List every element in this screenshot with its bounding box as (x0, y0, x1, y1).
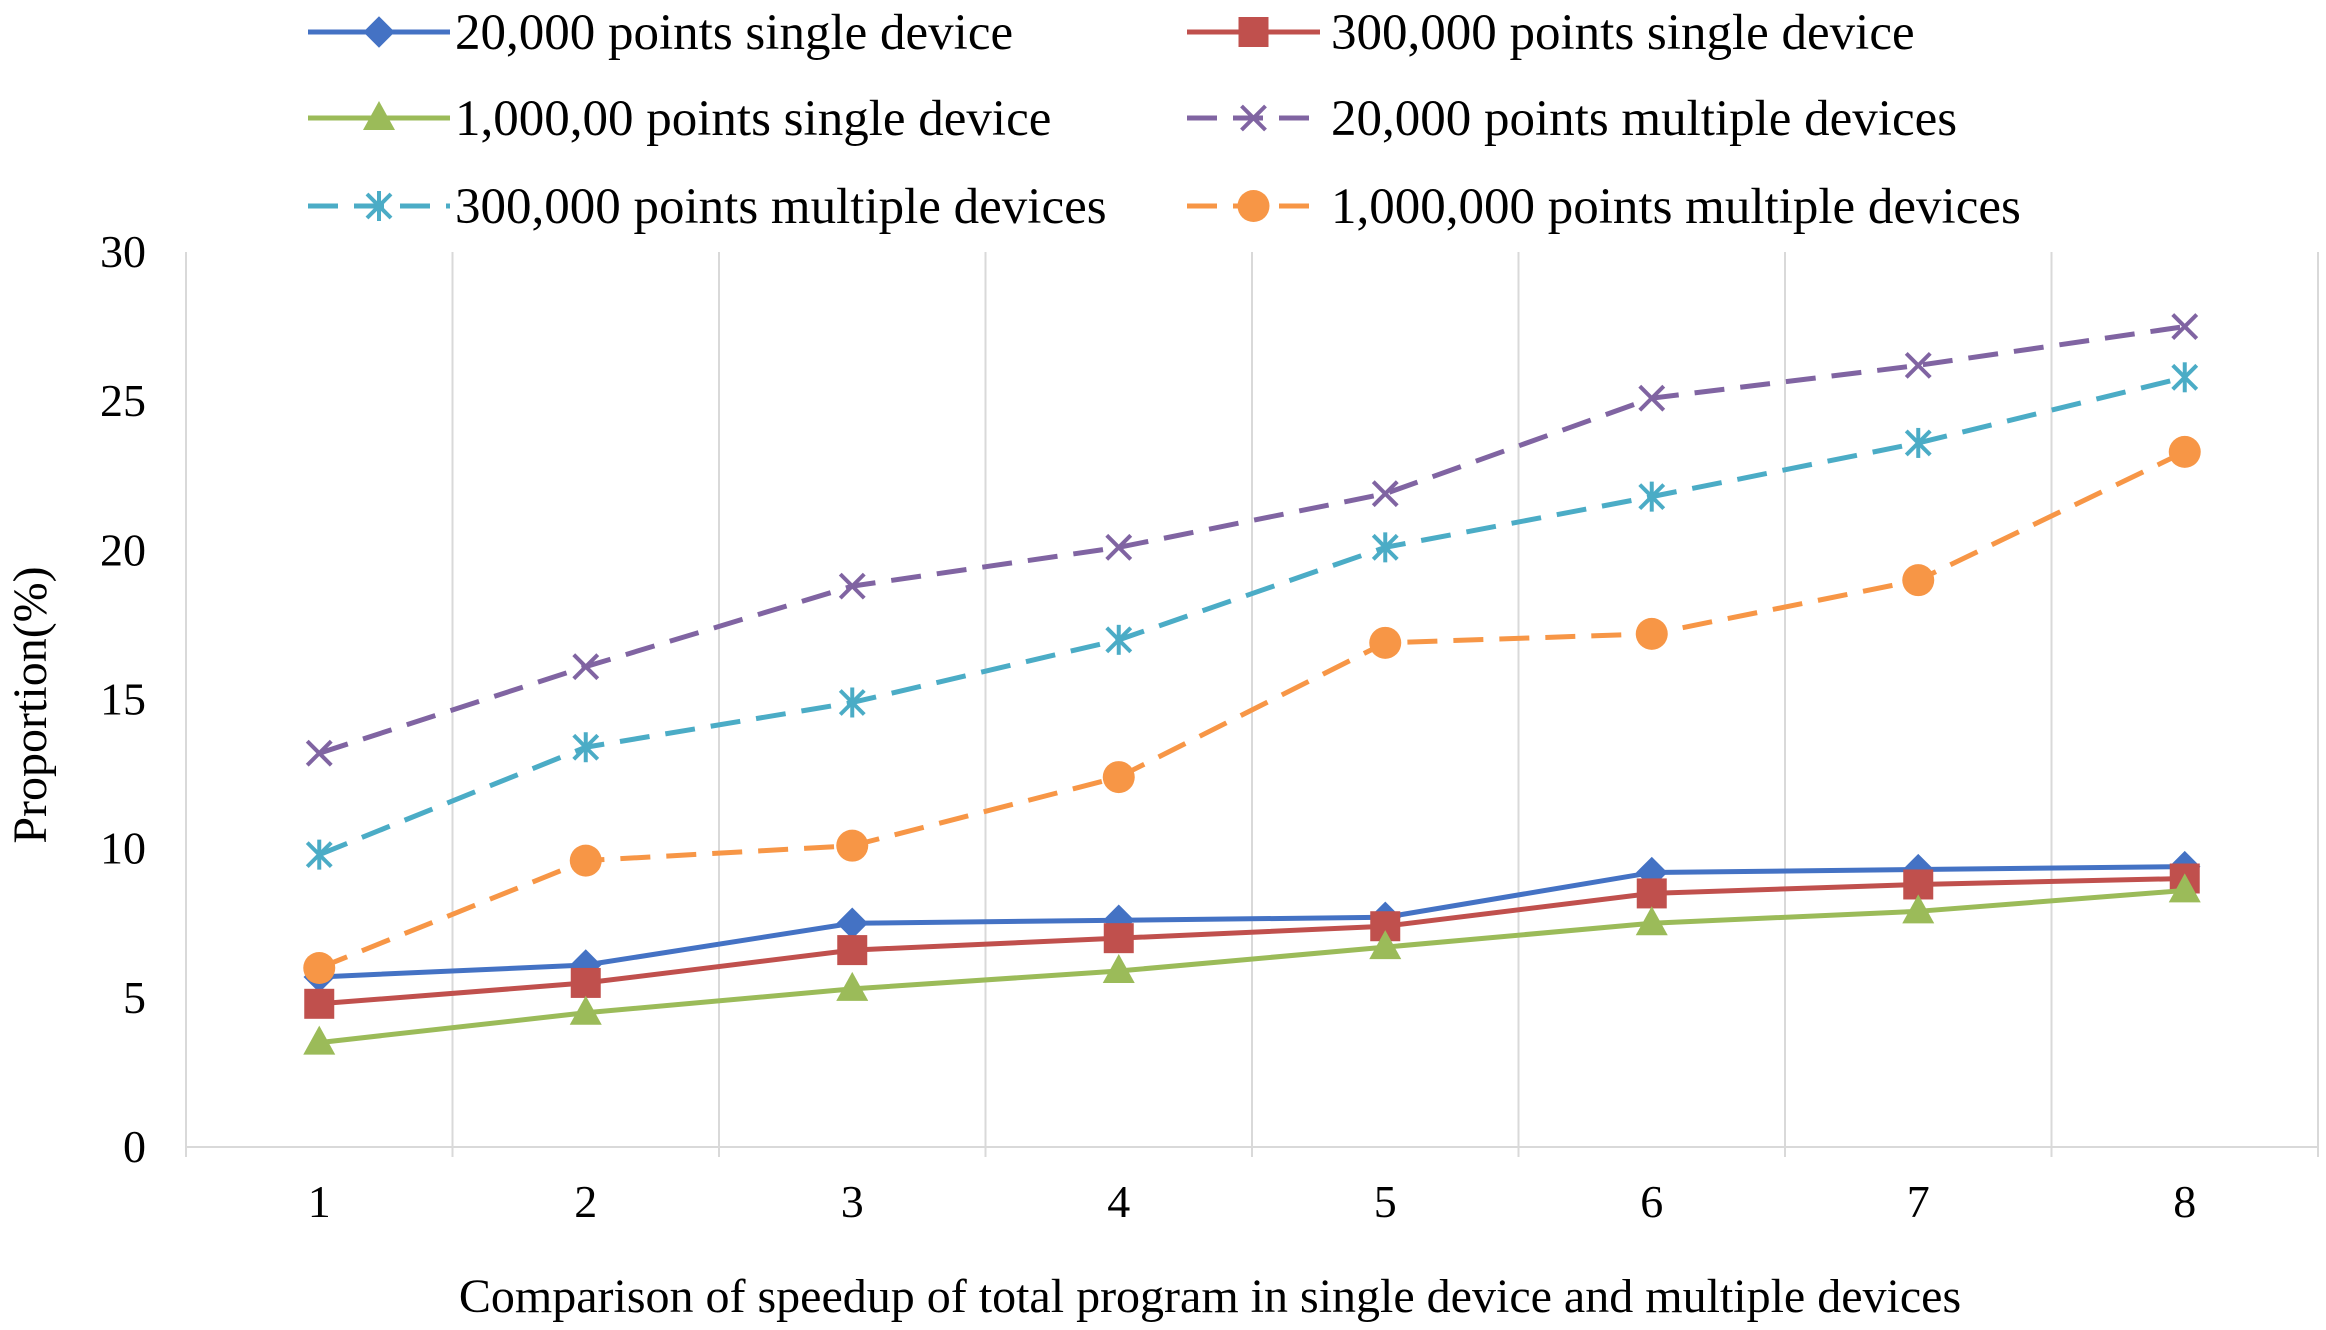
legend-item: 300,000 points single device (1187, 5, 1915, 61)
legend-marker (1237, 190, 1270, 222)
data-point (2168, 435, 2201, 468)
data-point (303, 952, 336, 984)
data-point (1371, 480, 1399, 508)
series-line (318, 449, 2186, 971)
data-point (838, 572, 866, 600)
data-point (1103, 923, 1134, 954)
series-5 (305, 362, 2199, 870)
legend-label: 1,000,00 points single device (455, 91, 1051, 147)
y-tick-label: 0 (123, 1121, 146, 1172)
data-point (1904, 351, 1932, 379)
data-point (2171, 362, 2199, 393)
data-point (1904, 427, 1932, 458)
series-3 (303, 873, 2201, 1055)
x-tick-label: 5 (1374, 1176, 1397, 1227)
data-point (1102, 761, 1135, 794)
data-point (1369, 930, 1402, 960)
series-4 (305, 313, 2199, 767)
y-tick-label: 20 (100, 524, 146, 575)
x-tick-label: 6 (1640, 1176, 1663, 1227)
legend-marker (1240, 104, 1267, 132)
data-point (572, 732, 600, 763)
data-point (1369, 626, 1402, 659)
data-point (2171, 313, 2199, 340)
legend-marker (365, 191, 393, 221)
data-point (836, 829, 869, 862)
data-point (570, 967, 601, 998)
data-point (1102, 953, 1135, 983)
series-line (319, 864, 2185, 980)
legend-marker (363, 16, 395, 48)
data-point (303, 1025, 336, 1055)
x-tick-label: 4 (1107, 1176, 1130, 1227)
legend-label: 20,000 points multiple devices (1331, 91, 1957, 147)
x-tick-label: 1 (308, 1176, 331, 1227)
series-line (318, 887, 2185, 1046)
y-axis-title: Proportion(%) (4, 566, 57, 843)
y-tick-label: 5 (123, 972, 146, 1023)
legend-label: 300,000 points multiple devices (455, 179, 1107, 235)
data-point (1105, 533, 1133, 561)
series-line (319, 876, 2185, 1007)
legend-item: 300,000 points multiple devices (308, 179, 1107, 235)
legend-item: 1,000,00 points single device (308, 91, 1051, 147)
x-tick-label: 2 (574, 1176, 597, 1227)
data-point (305, 839, 333, 870)
data-point (2168, 873, 2201, 903)
series-group (303, 313, 2201, 1055)
data-point (304, 988, 335, 1019)
data-point (1105, 624, 1133, 655)
data-point (572, 653, 600, 681)
legend-item: 1,000,000 points multiple devices (1187, 179, 2021, 235)
legend-marker (1238, 17, 1269, 47)
data-point (1902, 564, 1935, 597)
series-line (318, 374, 2186, 857)
series-6 (303, 435, 2201, 984)
y-tick-label: 25 (100, 375, 146, 426)
data-point (836, 971, 869, 1001)
data-point (569, 844, 602, 877)
legend: 20,000 points single device 300,000 point… (308, 5, 2021, 235)
y-tick-label: 15 (100, 674, 146, 725)
y-tick-label: 10 (100, 823, 146, 874)
x-tick-label: 3 (841, 1176, 864, 1227)
data-point (1636, 878, 1667, 909)
data-point (1635, 617, 1668, 650)
data-point (838, 687, 866, 718)
legend-label: 300,000 points single device (1331, 5, 1915, 61)
data-point (305, 739, 333, 767)
y-tick-label: 30 (100, 226, 146, 277)
data-point (1638, 481, 1666, 512)
data-point (836, 907, 868, 939)
x-tick-label: 8 (2173, 1176, 2196, 1227)
x-tick-label: 7 (1907, 1176, 1930, 1227)
legend-item: 20,000 points single device (308, 5, 1013, 61)
axes: 0 5 10 15 20 25 30 1 2 3 4 5 6 7 8 (100, 226, 2319, 1227)
series-line (318, 324, 2186, 756)
legend-item: 20,000 points multiple devices (1187, 91, 1957, 147)
x-axis-title: Comparison of speedup of total program i… (459, 1270, 1961, 1323)
legend-marker (363, 101, 395, 130)
legend-label: 1,000,000 points multiple devices (1331, 179, 2021, 235)
gridlines (451, 252, 2319, 1147)
legend-label: 20,000 points single device (455, 5, 1013, 61)
data-point (1902, 894, 1935, 924)
data-point (837, 935, 868, 966)
data-point (1638, 384, 1666, 412)
data-point (1371, 532, 1399, 563)
data-point (1635, 906, 1668, 936)
data-point (569, 995, 602, 1025)
